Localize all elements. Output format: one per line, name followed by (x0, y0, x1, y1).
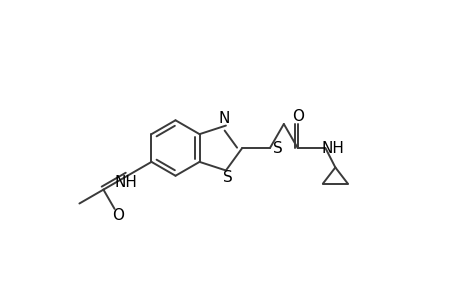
Text: NH: NH (114, 175, 137, 190)
Text: O: O (112, 208, 124, 223)
Text: S: S (223, 170, 232, 185)
Text: S: S (273, 140, 282, 155)
Text: N: N (218, 111, 229, 126)
Text: NH: NH (321, 140, 344, 155)
Text: O: O (291, 109, 303, 124)
